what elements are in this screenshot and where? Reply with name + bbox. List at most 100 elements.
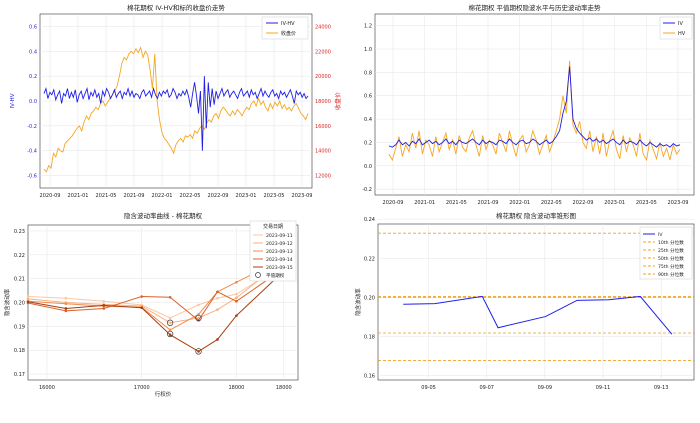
- legend: IV-HV 收盘价: [261, 16, 309, 40]
- data-point: [26, 297, 30, 301]
- y-tick-label: 0.20: [364, 295, 375, 301]
- y-tick-label: 0.20: [14, 301, 25, 307]
- y-tick-label: 0.6: [364, 94, 372, 100]
- chart-title: 隐含波动率曲线 - 棉花期权: [124, 211, 202, 220]
- data-point: [102, 304, 106, 307]
- legend-label: 10th 分位数: [658, 239, 684, 246]
- data-point: [168, 333, 172, 336]
- x-tick-label: 2023-09: [668, 200, 689, 206]
- y-tick-label: 0.16: [364, 374, 375, 380]
- legend-label: IV-HV: [281, 21, 295, 27]
- data-point: [64, 307, 68, 310]
- y-tick-label: -0.2: [27, 124, 37, 130]
- y-tick-label: 0.2: [29, 74, 37, 80]
- y2-tick-label: 18000: [315, 99, 331, 105]
- x-tick-label: 2022-01: [509, 200, 530, 206]
- x-tick-label: 2021-05: [446, 200, 467, 206]
- x-tick-label: 09-13: [654, 385, 669, 391]
- data-point: [64, 309, 68, 313]
- data-point: [168, 321, 172, 325]
- y-tick-label: 0.22: [14, 253, 25, 259]
- x-tick-label: 2023-01: [236, 193, 257, 199]
- atm-marker: [166, 330, 174, 338]
- data-point: [235, 292, 238, 296]
- data-point: [102, 307, 106, 310]
- chart-iv-hv-price: 棉花期权 IV-HV和标的收盘价走势 0.6 0.4 0.2 0.0 -0.2 -0.4 -0…: [10, 3, 342, 199]
- legend-title: 交易日期: [263, 223, 283, 230]
- legend-label: IV: [678, 21, 683, 27]
- x-tick-label: 18000: [276, 385, 292, 391]
- x-tick-label: 2021-09: [124, 193, 145, 199]
- x-tick-label: 2023-09: [292, 193, 313, 199]
- data-point: [235, 300, 238, 303]
- y2-tick-label: 16000: [315, 124, 331, 130]
- series-line-iv-hv: [43, 76, 309, 151]
- legend-label: HV: [678, 31, 686, 37]
- y-tick-label: 0.21: [14, 277, 25, 283]
- data-point: [216, 290, 219, 294]
- x-tick-label: 2020-09: [40, 193, 61, 199]
- y-tick-label: 0.0: [29, 99, 37, 105]
- y2-tick-label: 12000: [315, 174, 331, 180]
- x-tick-label: 2021-05: [96, 193, 117, 199]
- x-tick-label: 2021-01: [414, 200, 435, 206]
- y-tick-label: -0.6: [27, 174, 37, 180]
- y-tick-label: -0.2: [362, 187, 372, 193]
- y-axis-label: 隐含波动率: [354, 288, 362, 316]
- y-tick-label: 0.18: [364, 335, 375, 341]
- legend-label: 平值期权: [266, 272, 285, 279]
- data-point: [26, 295, 30, 298]
- legend-label: 收盘价: [281, 30, 296, 37]
- data-point: [64, 302, 68, 305]
- data-point: [102, 300, 106, 303]
- legend-label: 50th 分位数: [658, 255, 684, 262]
- data-point: [235, 280, 238, 284]
- y-tick-label: 0.18: [14, 348, 25, 354]
- x-tick-label: 09-07: [479, 385, 494, 391]
- legend-label: 2023-09-15: [266, 265, 293, 271]
- plot-frame: [374, 13, 695, 196]
- y-tick-label: 0.17: [14, 372, 25, 378]
- y-tick-label: 0.4: [364, 117, 372, 123]
- data-point: [64, 296, 68, 300]
- atm-marker: [195, 348, 202, 355]
- y-tick-label: 0.6: [29, 24, 37, 30]
- series-line-iv: [388, 66, 681, 148]
- x-tick-label: 09-05: [421, 385, 436, 391]
- legend-label: 2023-09-12: [266, 241, 293, 247]
- atm-marker: [166, 319, 174, 326]
- chart-iv-smile: 隐含波动率曲线 - 棉花期权 0.23 0.22 0.21 0.20 0.19 0.18 0.…: [3, 211, 299, 398]
- y-axis-label: IV-HV: [10, 93, 16, 108]
- x-tick-label: 2023-05: [264, 193, 285, 199]
- data-point: [216, 296, 219, 300]
- y-tick-label: 1.2: [364, 24, 372, 30]
- y-tick-label: -0.4: [27, 149, 37, 155]
- data-point: [168, 316, 172, 320]
- x-tick-label: 18000: [228, 385, 244, 391]
- y2-tick-label: 14000: [315, 149, 331, 155]
- data-point: [235, 314, 238, 317]
- data-point: [197, 350, 200, 353]
- legend-label: 25th 分位数: [658, 247, 684, 254]
- y-tick-label: 1.0: [364, 47, 372, 53]
- y-tick-label: 0.8: [364, 70, 372, 76]
- x-tick-label: 2021-01: [68, 193, 89, 199]
- legend-swatch-atm: [255, 272, 261, 278]
- legend-box: [249, 220, 297, 282]
- data-point: [197, 303, 200, 307]
- data-point: [216, 308, 219, 311]
- data-point: [140, 295, 143, 298]
- y-tick-label: 0.22: [364, 256, 375, 262]
- series-line-iv: [403, 295, 673, 335]
- x-tick-label: 2021-09: [478, 200, 499, 206]
- data-point: [26, 300, 30, 304]
- x-tick-label: 2022-01: [152, 193, 173, 199]
- x-tick-label: 2022-09: [573, 200, 594, 206]
- chart-iv-cone: 棉花期权 隐含波动率锥形图 0.24 0.22 0.20 0.18 0.16 09-05 09…: [354, 211, 695, 391]
- legend-label: 90th 分位数: [658, 271, 684, 278]
- legend-label: IV: [658, 232, 663, 238]
- legend: IV HV: [659, 16, 693, 40]
- y2-axis-label: 收盘价: [334, 92, 342, 110]
